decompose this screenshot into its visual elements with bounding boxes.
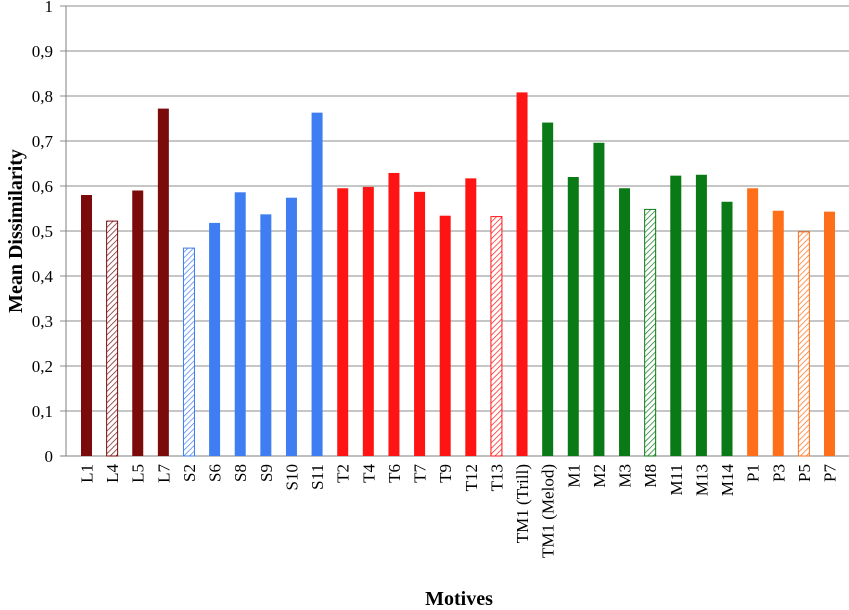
y-tick-label: 1	[45, 0, 54, 16]
bar-m3	[619, 188, 631, 456]
bar-m13	[695, 174, 707, 456]
x-tick-label: S6	[206, 464, 225, 482]
y-tick-label: 0,8	[32, 87, 53, 106]
y-tick-label: 0,2	[32, 357, 53, 376]
x-tick-label: P5	[795, 464, 814, 482]
x-axis-title: Motives	[425, 588, 493, 610]
y-tick-label: 0,4	[32, 267, 54, 286]
bar-m8	[644, 208, 657, 457]
x-tick-label: T2	[334, 464, 353, 483]
x-tick-label: S8	[231, 464, 250, 482]
x-tick-label: M11	[667, 464, 686, 496]
x-tick-label: S9	[257, 464, 276, 482]
bar-t12	[465, 178, 477, 456]
x-axis-ticks: L1 L4 L5 L7 S2 S6 S8 S9 S10 S11 T2 T4 T6 T7 T9 T12 T13 TM…	[77, 464, 839, 558]
x-tick-label: T12	[462, 464, 481, 491]
y-tick-label: 0,6	[32, 177, 53, 196]
y-tick-label: 0,3	[32, 312, 53, 331]
x-tick-label: P3	[769, 464, 788, 482]
x-tick-label: T4	[359, 464, 378, 483]
bar-m14	[721, 201, 733, 456]
bar-tm1-melod	[542, 122, 554, 457]
bar-t6	[388, 172, 400, 456]
bar-l7	[157, 108, 169, 456]
x-tick-label: M14	[718, 464, 737, 497]
x-tick-label: S11	[308, 464, 327, 490]
bar-m11	[670, 175, 682, 456]
y-tick-label: 0,7	[32, 132, 54, 151]
y-tick-label: 0	[45, 447, 54, 466]
x-tick-label: T9	[436, 464, 455, 483]
bar-s11	[311, 112, 323, 457]
bar-s6	[209, 222, 221, 456]
bar-p5	[797, 231, 810, 457]
bar-p1	[747, 188, 759, 456]
bar-t13	[490, 216, 503, 457]
bar-l4	[106, 220, 119, 457]
x-tick-label: S2	[180, 464, 199, 482]
x-tick-label: TM1 (Trill)	[513, 464, 532, 543]
bar-s9	[260, 214, 272, 456]
x-tick-label: M13	[692, 464, 711, 496]
bar-t2	[337, 188, 349, 456]
bar-m1	[567, 177, 579, 456]
y-axis-title: Mean Dissimilarity	[5, 149, 27, 313]
bar-p7	[824, 211, 835, 456]
bar-s10	[285, 197, 297, 456]
x-tick-label: L1	[77, 464, 96, 483]
x-tick-label: M3	[616, 464, 635, 488]
bar-l1	[81, 195, 92, 456]
x-tick-label: L4	[103, 464, 122, 483]
x-tick-label: T7	[411, 464, 430, 483]
y-axis-ticks: 0 0,1 0,2 0,3 0,4 0,5 0,6 0,7 0,8 0,9 1	[32, 0, 54, 466]
bar-t9	[439, 215, 451, 456]
bar-s2	[182, 247, 195, 457]
bar-tm1-trill	[516, 92, 528, 457]
bar-m2	[593, 142, 605, 457]
x-tick-label: T6	[385, 464, 404, 483]
x-tick-label: P7	[821, 464, 840, 482]
y-tick-label: 0,1	[32, 402, 53, 421]
x-tick-label: M8	[641, 464, 660, 488]
bars	[81, 92, 835, 457]
x-tick-label: T13	[487, 464, 506, 491]
bar-p3	[772, 210, 784, 456]
bar-l5	[132, 190, 144, 456]
x-tick-label: L5	[129, 464, 148, 483]
y-tick-label: 0,9	[32, 42, 53, 61]
x-tick-label: L7	[154, 464, 173, 483]
x-tick-label: S10	[282, 464, 301, 490]
x-tick-label: P1	[744, 464, 763, 482]
x-tick-label: TM1 (Melod)	[539, 464, 558, 558]
x-tick-label: M1	[564, 464, 583, 488]
bar-t7	[414, 191, 426, 456]
x-tick-label: M2	[590, 464, 609, 488]
y-tick-label: 0,5	[32, 222, 53, 241]
bar-t4	[362, 186, 374, 456]
bar-s8	[234, 192, 246, 457]
